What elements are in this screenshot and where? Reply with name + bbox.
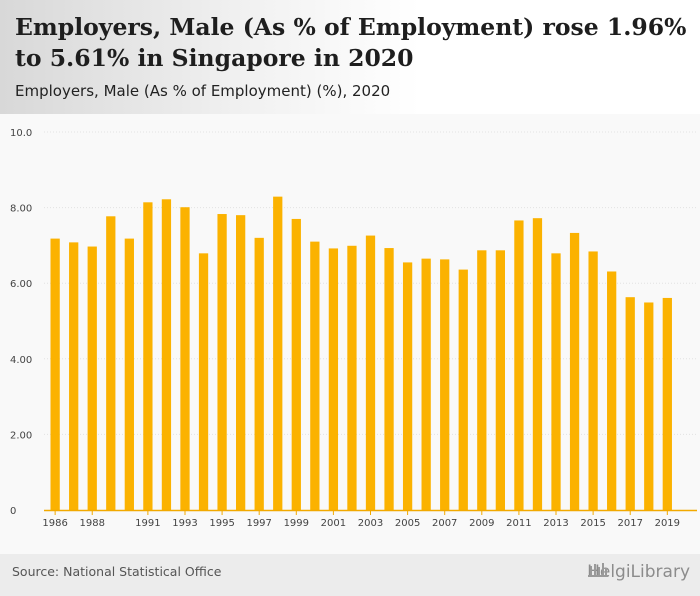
bar bbox=[310, 241, 320, 510]
x-tick-label: 2017 bbox=[617, 518, 642, 529]
y-tick-label: 6.00 bbox=[10, 279, 32, 290]
x-tick-label: 2001 bbox=[321, 518, 346, 529]
bar bbox=[644, 302, 654, 510]
bar bbox=[662, 297, 672, 510]
bar bbox=[273, 196, 283, 510]
logo-text: HelgiLibrary bbox=[587, 562, 690, 582]
y-tick-label: 2.00 bbox=[10, 430, 32, 441]
bar bbox=[458, 269, 468, 510]
bar bbox=[477, 250, 487, 510]
x-tick-label: 2005 bbox=[395, 518, 420, 529]
bar bbox=[198, 253, 209, 510]
bar bbox=[106, 216, 116, 510]
bar bbox=[69, 242, 79, 510]
page-title: Employers, Male (As % of Employment) ros… bbox=[15, 13, 687, 72]
library-icon bbox=[588, 563, 609, 577]
bar bbox=[402, 262, 413, 510]
x-tick-label: 2003 bbox=[358, 518, 383, 529]
bar bbox=[440, 259, 450, 510]
bar bbox=[50, 238, 60, 510]
bar bbox=[588, 251, 598, 510]
bar bbox=[365, 235, 376, 510]
x-tick-label: 2009 bbox=[469, 518, 494, 529]
x-tick-label: 1993 bbox=[172, 518, 197, 529]
header: Employers, Male (As % of Employment) ros… bbox=[0, 0, 700, 114]
x-tick-label: 1988 bbox=[80, 518, 105, 529]
y-tick-label: 10.0 bbox=[10, 128, 32, 139]
source-note: Source: National Statistical Office bbox=[12, 564, 222, 579]
y-tick-label: 0 bbox=[10, 506, 16, 517]
x-tick-label: 2011 bbox=[506, 518, 531, 529]
bar bbox=[217, 214, 227, 510]
x-tick-label: 1999 bbox=[284, 518, 309, 529]
bar bbox=[569, 232, 580, 510]
bar bbox=[551, 253, 561, 510]
bar bbox=[254, 237, 264, 510]
x-tick-label: 1997 bbox=[246, 518, 271, 529]
bar bbox=[143, 202, 153, 511]
bar bbox=[291, 218, 301, 510]
bar bbox=[421, 258, 431, 510]
helgilibrary-logo[interactable]: HelgiLibrary bbox=[587, 560, 690, 584]
x-tick-label: 2013 bbox=[543, 518, 568, 529]
bar bbox=[328, 248, 339, 510]
chart-area: 0 2.00 4.00 6.00 8.00 10.0 1986 1988 1991 1993 199… bbox=[0, 114, 700, 554]
x-tick-label: 2019 bbox=[655, 518, 680, 529]
bar bbox=[347, 245, 357, 510]
bar bbox=[532, 218, 543, 510]
bar bbox=[495, 250, 505, 510]
bar bbox=[607, 271, 617, 510]
bar bbox=[236, 215, 246, 510]
bar bbox=[161, 199, 172, 510]
bar bbox=[625, 297, 635, 510]
bar bbox=[87, 246, 97, 510]
x-tick-label: 1991 bbox=[135, 518, 160, 529]
chart-subtitle: Employers, Male (As % of Employment) (%)… bbox=[15, 82, 391, 100]
x-tick-label: 2015 bbox=[580, 518, 605, 529]
bar bbox=[124, 238, 134, 510]
y-tick-label: 4.00 bbox=[10, 355, 32, 366]
bar-chart: 0 2.00 4.00 6.00 8.00 10.0 1986 1988 1991 1993 199… bbox=[10, 128, 697, 529]
bar bbox=[514, 220, 524, 510]
x-tick-label: 1986 bbox=[42, 518, 67, 529]
x-tick-label: 2007 bbox=[432, 518, 457, 529]
bar bbox=[384, 248, 394, 510]
bar bbox=[180, 207, 190, 511]
x-tick-label: 1995 bbox=[209, 518, 234, 529]
y-tick-label: 8.00 bbox=[10, 204, 32, 215]
